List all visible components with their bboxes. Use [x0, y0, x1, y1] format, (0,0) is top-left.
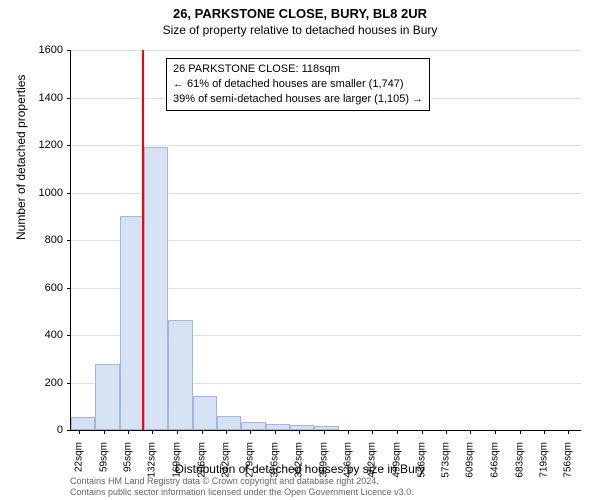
xtick-mark: [568, 430, 569, 434]
gridline: [71, 50, 581, 51]
histogram-bar: [241, 422, 265, 430]
xtick-mark: [250, 430, 251, 434]
footer-line-1: Contains HM Land Registry data © Crown c…: [70, 476, 414, 487]
xtick-mark: [397, 430, 398, 434]
ytick-label: 1600: [23, 44, 71, 56]
ytick-label: 1000: [23, 187, 71, 199]
histogram-bar: [144, 147, 168, 430]
histogram-bar: [217, 416, 241, 430]
property-marker-line: [142, 50, 144, 430]
page-subtitle: Size of property relative to detached ho…: [0, 21, 600, 39]
xtick-mark: [348, 430, 349, 434]
xtick-mark: [104, 430, 105, 434]
info-box-line: 26 PARKSTONE CLOSE: 118sqm: [173, 62, 423, 77]
xtick-mark: [177, 430, 178, 434]
histogram-bar: [314, 426, 338, 430]
xtick-mark: [79, 430, 80, 434]
info-box-line: 39% of semi-detached houses are larger (…: [173, 92, 423, 107]
info-box-line: ← 61% of detached houses are smaller (1,…: [173, 77, 423, 92]
histogram-bar: [266, 424, 290, 430]
xtick-mark: [470, 430, 471, 434]
xtick-mark: [446, 430, 447, 434]
property-info-box: 26 PARKSTONE CLOSE: 118sqm← 61% of detac…: [166, 58, 430, 111]
ytick-label: 400: [23, 329, 71, 341]
ytick-label: 1400: [23, 92, 71, 104]
histogram-bar: [193, 396, 217, 430]
histogram-bar: [95, 364, 119, 431]
xtick-mark: [299, 430, 300, 434]
ytick-label: 200: [23, 377, 71, 389]
xtick-mark: [520, 430, 521, 434]
xtick-mark: [152, 430, 153, 434]
footer-attribution: Contains HM Land Registry data © Crown c…: [70, 476, 414, 498]
x-axis-label: Distribution of detached houses by size …: [0, 462, 600, 476]
xtick-mark: [324, 430, 325, 434]
xtick-mark: [275, 430, 276, 434]
ytick-label: 600: [23, 282, 71, 294]
xtick-mark: [202, 430, 203, 434]
histogram-bar: [71, 417, 95, 430]
gridline: [71, 145, 581, 146]
histogram-chart: 0200400600800100012001400160022sqm59sqm9…: [70, 50, 581, 431]
xtick-mark: [544, 430, 545, 434]
footer-line-2: Contains public sector information licen…: [70, 487, 414, 498]
xtick-mark: [422, 430, 423, 434]
ytick-label: 1200: [23, 139, 71, 151]
page-title: 26, PARKSTONE CLOSE, BURY, BL8 2UR: [0, 0, 600, 21]
ytick-label: 0: [23, 424, 71, 436]
xtick-mark: [128, 430, 129, 434]
xtick-mark: [226, 430, 227, 434]
ytick-label: 800: [23, 234, 71, 246]
xtick-mark: [372, 430, 373, 434]
histogram-bar: [168, 320, 192, 430]
xtick-mark: [495, 430, 496, 434]
histogram-bar: [290, 425, 314, 430]
histogram-bar: [120, 216, 144, 430]
